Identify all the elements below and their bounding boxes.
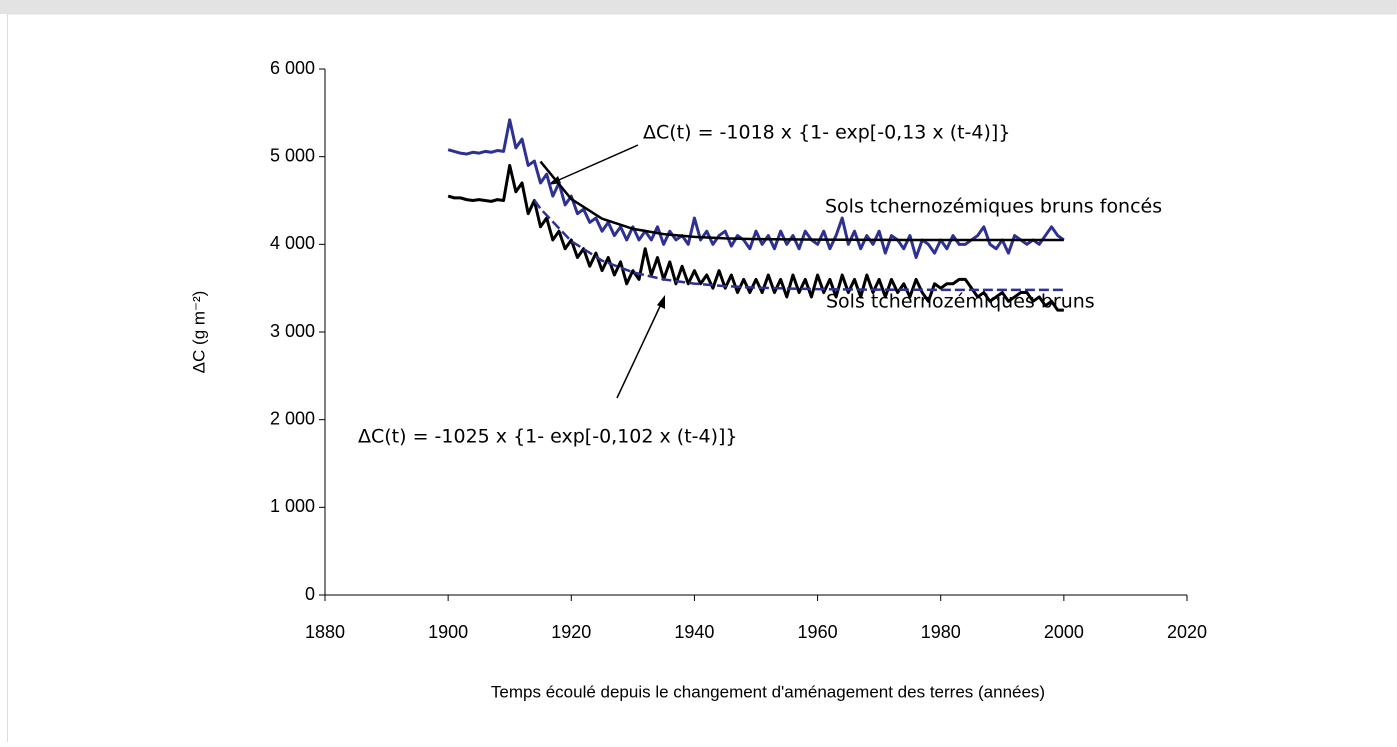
y-tick-label: 1 000 [270,496,315,516]
series-label: Sols tchernozémiques bruns [826,291,1095,313]
arrow [552,145,638,183]
x-tick-label: 1980 [921,622,961,642]
x-tick-label: 2000 [1044,622,1084,642]
data-line [448,165,1064,310]
y-tick-label: 0 [305,584,315,604]
series-label: Sols tchernozémiques bruns foncés [825,196,1162,218]
arrow [617,302,662,398]
x-tick-label: 2020 [1167,622,1207,642]
x-tick-label: 1900 [428,622,468,642]
y-tick-label: 3 000 [270,321,315,341]
annotation: ΔC(t) = -1018 x {1- exp[-0,13 x (t-4)]} [643,122,1010,144]
arrow-head [657,295,665,309]
annotation: ΔC(t) = -1025 x {1- exp[-0,102 x (t-4)]} [358,426,738,448]
y-tick-label: 5 000 [270,145,315,165]
x-axis-label: Temps écoulé depuis le changement d'amén… [491,682,1045,701]
x-tick-label: 1940 [674,622,714,642]
x-tick-label: 1920 [551,622,591,642]
y-tick-label: 6 000 [270,58,315,78]
y-tick-label: 4 000 [270,233,315,253]
top-bar [0,0,1397,14]
y-axis-label: ΔC (g m⁻²) [189,291,208,374]
y-tick-label: 2 000 [270,408,315,428]
x-tick-label: 1880 [305,622,345,642]
x-tick-label: 1960 [798,622,838,642]
